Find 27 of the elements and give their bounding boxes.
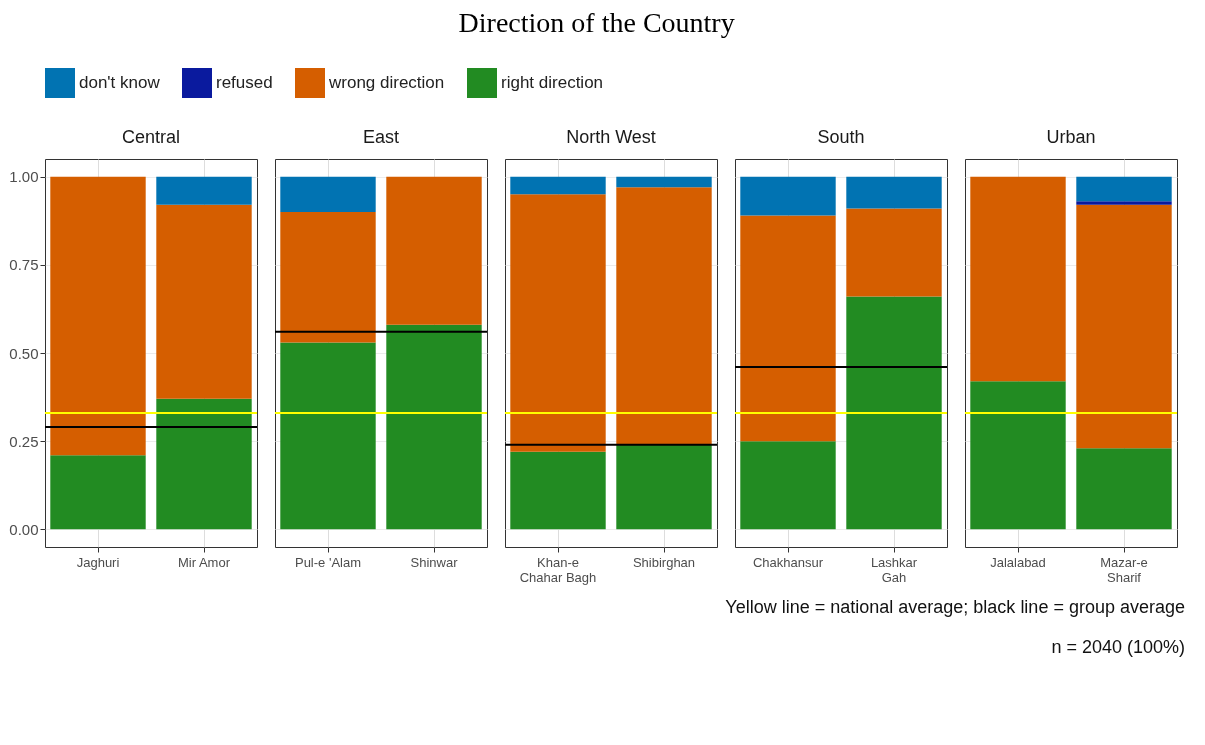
y-tick-label: 1.00 — [9, 168, 39, 186]
y-tick-label: 0.75 — [9, 256, 39, 274]
chart-title: South — [817, 127, 865, 147]
x-tick-label: Khan-e Chahar Bagh — [519, 554, 597, 585]
legend-label: don't know — [79, 73, 161, 92]
text: n = 2040 (100%) — [1051, 637, 1185, 657]
legend-label: refused — [216, 73, 273, 92]
x-tick-label: Jaghuri — [76, 554, 120, 570]
chart-title: Urban — [1046, 127, 1096, 147]
y-tick-label: 0.25 — [9, 432, 39, 450]
x-tick-label: Lashkar Gah — [870, 554, 918, 585]
chart-title: North West — [566, 127, 656, 147]
x-tick-label: Shibirghan — [632, 554, 696, 570]
legend-label: wrong direction — [328, 73, 445, 92]
chart-title: East — [362, 127, 400, 147]
text: Direction of the Country — [458, 7, 735, 38]
y-tick-label: 0.50 — [9, 344, 39, 362]
x-tick-label: Chakhansur — [752, 554, 824, 570]
x-tick-label: Shinwar — [410, 554, 459, 570]
chart-title: Central — [121, 127, 181, 147]
x-tick-label: Jalalabad — [990, 554, 1046, 570]
x-tick-label: Mir Amor — [178, 554, 231, 570]
legend-label: right direction — [501, 73, 604, 92]
text: Yellow line = national average; black line = group average — [725, 597, 1185, 617]
x-tick-label: Pul-e 'Alam — [294, 554, 362, 570]
y-tick-label: 0.00 — [9, 520, 39, 538]
x-tick-label: Mazar-e Sharif — [1100, 554, 1148, 585]
